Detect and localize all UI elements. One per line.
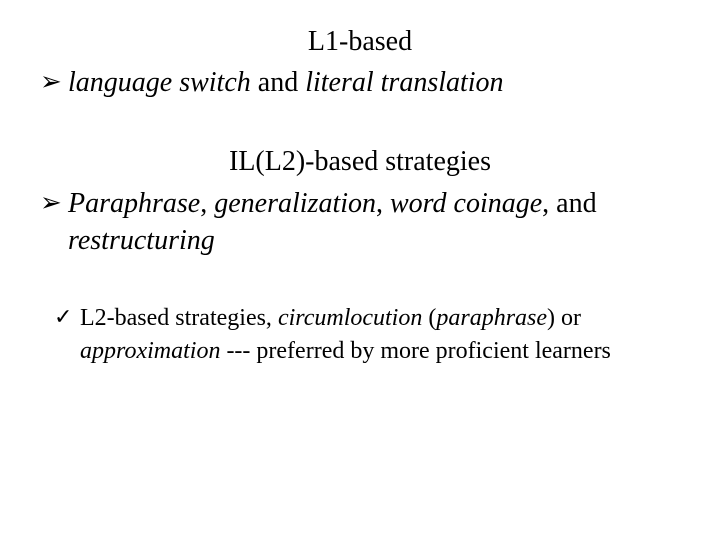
- bullet-l2-text: Paraphrase, generalization, word coinage…: [68, 185, 680, 261]
- sub-bullet-text: L2-based strategies, circumlocution (par…: [80, 302, 680, 367]
- bullet-l1-text: language switch and literal translation: [68, 64, 680, 102]
- text-span: generalization: [214, 188, 376, 219]
- text-span: language switch: [68, 67, 251, 98]
- text-span: circumlocution: [278, 305, 422, 331]
- bullet-l2: ➢ Paraphrase, generalization, word coina…: [40, 185, 680, 261]
- arrow-icon: ➢: [40, 185, 68, 220]
- slide: L1-based ➢ language switch and literal t…: [0, 0, 720, 540]
- text-span: ,: [376, 188, 390, 219]
- text-span: Paraphrase: [68, 188, 200, 219]
- arrow-icon: ➢: [40, 64, 68, 99]
- text-span: restructuring: [68, 225, 215, 256]
- text-span: , and: [542, 188, 596, 219]
- text-span: word coinage: [390, 188, 542, 219]
- text-span: and: [251, 67, 305, 98]
- text-span: (: [422, 305, 436, 331]
- heading-l2: IL(L2)-based strategies: [40, 144, 680, 180]
- sub-bullet: ✓ L2-based strategies, circumlocution (p…: [54, 302, 680, 367]
- text-span: approximation: [80, 338, 220, 364]
- check-icon: ✓: [54, 302, 80, 333]
- text-span: L2-based strategies,: [80, 305, 278, 331]
- text-span: ) or: [547, 305, 581, 331]
- bullet-l1: ➢ language switch and literal translatio…: [40, 64, 680, 102]
- text-span: literal translation: [305, 67, 503, 98]
- text-span: --- preferred by more proficient learner…: [220, 338, 610, 364]
- text-span: paraphrase: [436, 305, 547, 331]
- text-span: ,: [200, 188, 214, 219]
- heading-l1: L1-based: [40, 24, 680, 60]
